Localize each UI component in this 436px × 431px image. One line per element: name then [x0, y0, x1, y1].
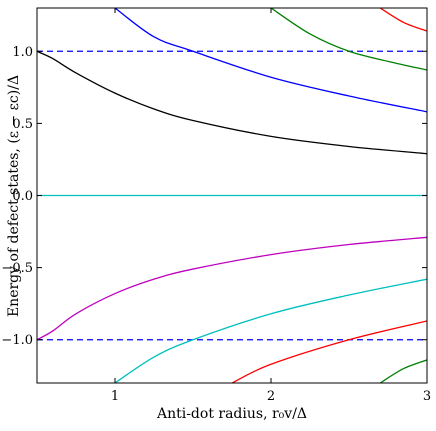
series-line-0 — [37, 50, 427, 155]
series-line-6 — [231, 320, 427, 383]
series-line-8 — [379, 359, 427, 383]
x-axis-label: Anti-dot radius, r₀v/Δ — [156, 406, 307, 422]
y-tick-label: 1.0 — [12, 45, 33, 60]
y-tick-label: 0.5 — [12, 117, 33, 132]
y-tick-label: −0.5 — [1, 261, 33, 276]
y-tick-label: −1.0 — [1, 333, 33, 348]
series-line-5 — [270, 8, 427, 71]
axis-ticks: 1 2 3 −1.0 −0.5 0.0 0.5 1.0 — [1, 8, 431, 404]
y-tick-label: 0.0 — [12, 189, 33, 204]
series-line-7 — [379, 8, 427, 32]
series-line-4 — [114, 278, 427, 383]
plot-content — [37, 8, 427, 383]
plot-frame — [36, 7, 428, 384]
x-tick-label: 2 — [267, 389, 275, 404]
series-line-2 — [37, 236, 427, 341]
x-tick-label: 1 — [111, 389, 119, 404]
series-line-3 — [114, 8, 427, 113]
x-tick-label: 3 — [423, 389, 431, 404]
y-axis-label: Energy of defect states, (ε − εc)/Δ — [6, 75, 22, 317]
